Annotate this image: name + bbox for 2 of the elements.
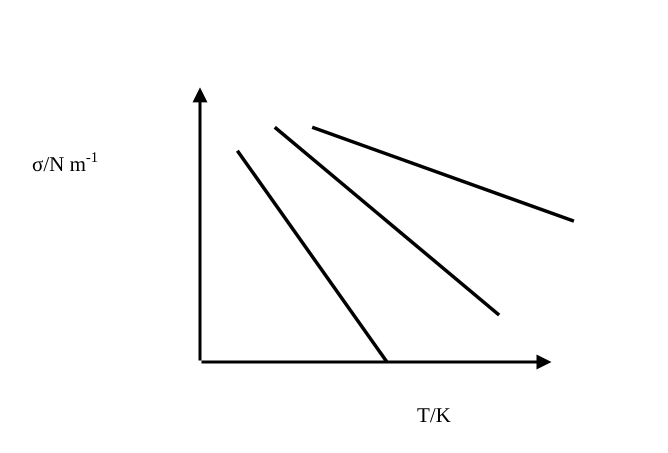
x-axis-title: T/K [417,403,451,427]
y-axis-title: σ/N m$^{-1}$ [32,150,98,176]
